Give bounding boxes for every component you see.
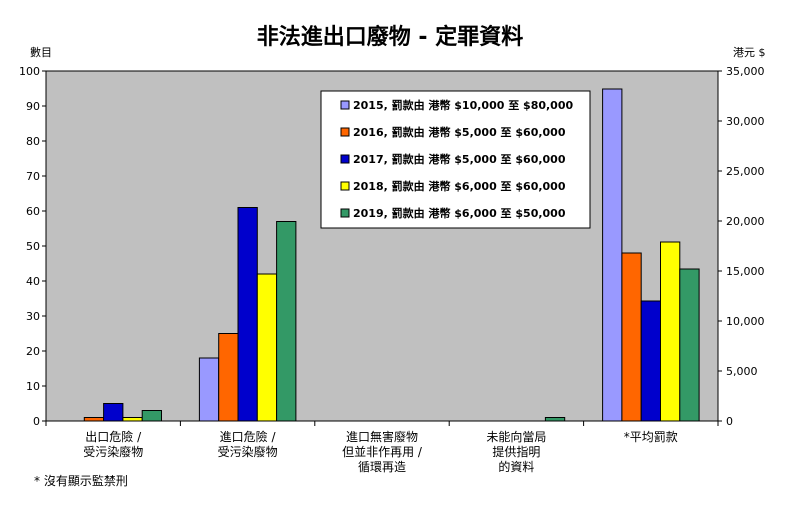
footnote: * 沒有顯示監禁刑 (34, 474, 128, 488)
left-tick-label: 100 (19, 65, 40, 78)
right-tick-label: 25,000 (726, 165, 765, 178)
category-label: 未能向當局提供指明的資料 (486, 429, 546, 474)
left-tick-label: 30 (26, 310, 40, 323)
left-tick-label: 20 (26, 345, 40, 358)
right-tick-label: 35,000 (726, 65, 765, 78)
legend-label: 2017, 罰款由 港幣 $5,000 至 $60,000 (353, 152, 566, 166)
legend-label: 2016, 罰款由 港幣 $5,000 至 $60,000 (353, 125, 566, 139)
bar (103, 403, 124, 422)
category-label: *平均罰款 (624, 430, 678, 444)
left-tick-label: 50 (26, 240, 40, 253)
right-tick-label: 10,000 (726, 315, 765, 328)
right-tick-label: 5,000 (726, 365, 758, 378)
left-tick-label: 40 (26, 275, 40, 288)
left-tick-label: 60 (26, 205, 40, 218)
right-tick-label: 0 (726, 415, 733, 428)
legend-swatch (340, 208, 350, 218)
legend-label: 2018, 罰款由 港幣 $6,000 至 $60,000 (353, 179, 566, 193)
bar (621, 252, 642, 422)
right-axis-unit: 港元 $ (733, 46, 766, 59)
legend-swatch (340, 154, 350, 164)
right-tick-label: 15,000 (726, 265, 765, 278)
chart-title: 非法進出口廢物 - 定罪資料 (257, 24, 523, 50)
left-axis-unit: 數目 (30, 46, 52, 59)
left-tick-label: 10 (26, 380, 40, 393)
category-label: 進口危險 /受污染廢物 (218, 429, 278, 459)
legend-box (320, 90, 591, 229)
bar (198, 357, 220, 422)
bar (276, 221, 297, 422)
legend-swatch (340, 181, 350, 191)
bar (679, 268, 700, 422)
bar (660, 241, 681, 422)
legend-label: 2019, 罰款由 港幣 $6,000 至 $50,000 (353, 206, 566, 220)
bar (640, 300, 662, 422)
left-tick-label: 70 (26, 170, 40, 183)
right-tick-label: 30,000 (726, 115, 765, 128)
bar (141, 410, 162, 422)
left-tick-label: 90 (26, 100, 40, 113)
legend-label: 2015, 罰款由 港幣 $10,000 至 $80,000 (353, 98, 573, 112)
bar (218, 333, 239, 422)
bar (602, 88, 623, 422)
legend-swatch (340, 100, 350, 110)
bar (237, 207, 258, 422)
bar (256, 273, 278, 422)
left-tick-label: 80 (26, 135, 40, 148)
right-tick-label: 20,000 (726, 215, 765, 228)
legend-swatch (340, 127, 350, 137)
bar (544, 417, 566, 422)
bar (83, 417, 105, 422)
bar (122, 417, 143, 422)
category-label: 進口無害廢物但並非作再用 /循環再造 (342, 429, 423, 474)
category-label: 出口危險 /受污染廢物 (83, 429, 143, 459)
left-tick-label: 0 (33, 415, 40, 428)
